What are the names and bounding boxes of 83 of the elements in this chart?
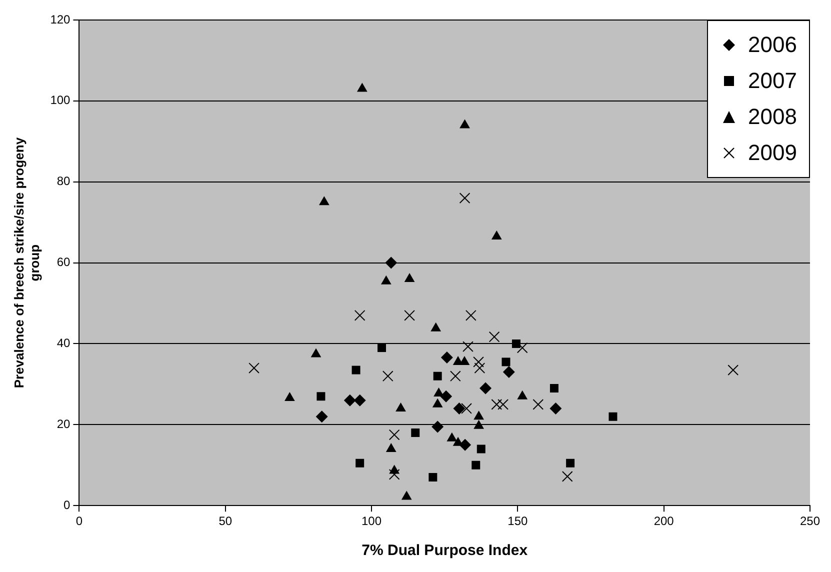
point	[550, 384, 558, 392]
y-tick-label: 60	[56, 255, 71, 270]
point	[476, 444, 486, 454]
x-tick-label: 0	[76, 514, 83, 528]
point	[411, 428, 420, 438]
point	[356, 458, 364, 468]
point	[380, 275, 392, 284]
legend-label: 2006	[748, 31, 797, 59]
point	[502, 358, 510, 366]
point	[550, 402, 562, 414]
x-tick-label: 50	[218, 514, 232, 528]
point	[316, 392, 326, 401]
x-tick-label: 150	[508, 514, 528, 528]
point	[474, 420, 484, 429]
point	[498, 398, 509, 410]
point	[248, 362, 260, 374]
point	[386, 442, 396, 452]
point	[473, 356, 484, 368]
y-tick-label: 40	[56, 336, 71, 350]
point	[385, 256, 398, 269]
point	[460, 119, 470, 128]
point	[430, 322, 442, 332]
point	[517, 390, 528, 400]
point	[502, 366, 515, 378]
point	[378, 344, 386, 352]
point	[532, 398, 544, 410]
point	[344, 394, 356, 406]
point	[316, 410, 328, 423]
y-tick-label: 0	[64, 498, 71, 512]
point	[284, 392, 295, 401]
x-tick-label: 100	[362, 514, 382, 528]
y-tick-label: 120	[50, 12, 71, 26]
point	[728, 364, 739, 376]
point	[474, 410, 484, 420]
point	[318, 196, 330, 206]
x-axis-title: 7% Dual Purpose Index	[362, 542, 528, 560]
point	[459, 192, 470, 204]
point	[354, 394, 366, 406]
point	[453, 402, 466, 414]
point	[462, 341, 474, 352]
point	[562, 471, 573, 482]
point	[491, 230, 502, 240]
point	[566, 458, 575, 468]
y-axis-title: Prevalence of breech strike/sire progeny group	[11, 136, 42, 388]
legend-label: 2007	[748, 67, 797, 95]
y-tick-label: 80	[56, 174, 71, 188]
point	[352, 366, 360, 374]
point	[382, 370, 394, 382]
point	[474, 362, 486, 374]
point	[491, 398, 502, 410]
point	[388, 468, 400, 480]
point	[440, 390, 452, 402]
point	[428, 473, 438, 482]
point	[432, 420, 444, 433]
point	[310, 348, 322, 358]
point	[404, 310, 415, 321]
point	[356, 82, 368, 92]
point	[446, 432, 458, 442]
point	[459, 438, 472, 451]
x-tick-label: 200	[654, 514, 674, 528]
legend-label: 2009	[748, 139, 797, 167]
point	[461, 403, 472, 414]
y-tick-label: 100	[50, 93, 71, 108]
point	[480, 382, 492, 394]
point	[354, 310, 366, 321]
point	[389, 464, 400, 474]
point	[488, 331, 500, 342]
y-tick-label: 20	[56, 416, 71, 431]
point	[472, 460, 480, 470]
legend-label: 2008	[748, 103, 797, 131]
point	[404, 272, 415, 282]
point	[388, 429, 400, 440]
point	[396, 402, 406, 412]
x-tick-label: 250	[800, 514, 820, 528]
point	[516, 342, 528, 354]
point	[401, 490, 412, 500]
point	[512, 339, 520, 348]
point	[465, 310, 476, 321]
point	[440, 351, 453, 364]
point	[608, 412, 618, 421]
point	[432, 398, 443, 408]
point	[433, 372, 442, 380]
point	[450, 370, 461, 382]
